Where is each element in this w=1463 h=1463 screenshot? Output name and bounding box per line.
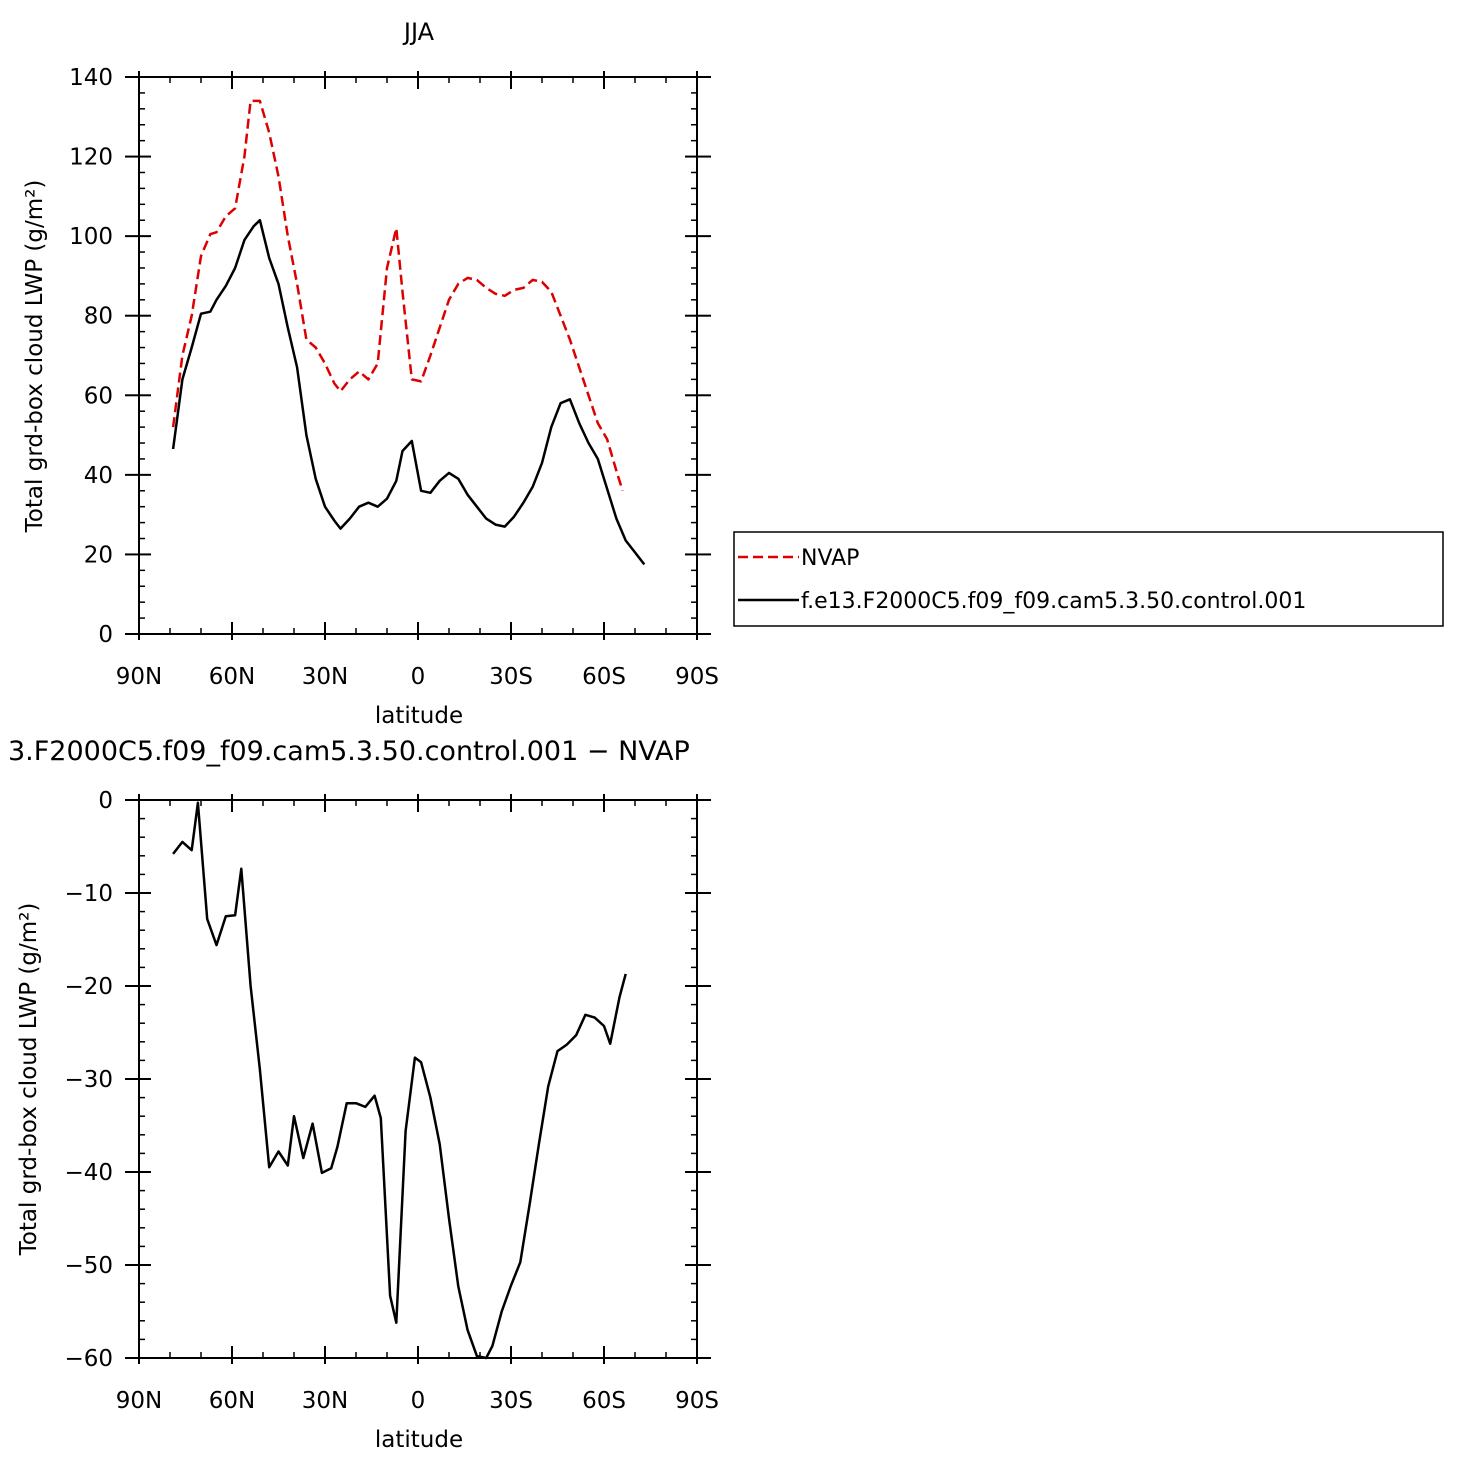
x-tick-label: 60N xyxy=(209,1388,255,1414)
x-tick-label: 90N xyxy=(116,1388,162,1414)
legend-label-nvap: NVAP xyxy=(801,546,859,571)
bottom-x-axis-label: latitude xyxy=(375,1427,463,1453)
y-tick-label: 20 xyxy=(84,542,113,568)
x-tick-label: 30N xyxy=(302,664,348,690)
x-tick-label: 0 xyxy=(411,1388,426,1414)
x-tick-label: 30S xyxy=(489,1388,533,1414)
x-tick-label: 0 xyxy=(411,664,426,690)
y-tick-label: −40 xyxy=(64,1160,113,1186)
y-tick-label: 140 xyxy=(69,65,113,91)
top-x-axis-label: latitude xyxy=(375,703,463,729)
y-tick-label: −10 xyxy=(64,881,113,907)
bottom-y-axis-label: Total grd-box cloud LWP (g/m²) xyxy=(16,903,42,1257)
y-tick-label: −20 xyxy=(64,974,113,1000)
bottom-plot-frame xyxy=(138,799,698,1359)
y-tick-label: 0 xyxy=(98,788,113,814)
x-tick-label: 90S xyxy=(675,1388,719,1414)
top-axes: 90N 60N 30N 0 30S 60S 90S 0 20 40 60 80 100 120 140 xyxy=(69,65,719,690)
legend-label-model: f.e13.F2000C5.f09_f09.cam5.3.50.control.… xyxy=(801,589,1306,614)
bottom-panel: 3.F2000C5.f09_f09.cam5.3.50.control.001 … xyxy=(8,736,719,1453)
series-line-f-e13-f2000c5-f09-f0 xyxy=(171,218,646,566)
y-tick-label: 0 xyxy=(98,622,113,648)
top-panel: JJA 90N 60N 30N 0 30S 60S 90S 0 20 40 60 80 100 120 14… xyxy=(22,18,719,729)
series-line-nvap xyxy=(171,99,624,492)
y-tick-label: −60 xyxy=(64,1346,113,1372)
x-tick-label: 90S xyxy=(675,664,719,690)
y-tick-label: −50 xyxy=(64,1253,113,1279)
x-tick-label: 90N xyxy=(116,664,162,690)
x-tick-label: 30S xyxy=(489,664,533,690)
bottom-axes: 90N 60N 30N 0 30S 60S 90S 0 −10 −20 −30 −40 −50 −60 xyxy=(64,788,718,1414)
legend-box xyxy=(733,531,1444,627)
y-tick-label: 40 xyxy=(84,463,113,489)
bottom-chart-title: 3.F2000C5.f09_f09.cam5.3.50.control.001 … xyxy=(8,736,690,767)
series-line-difference xyxy=(172,801,627,1360)
y-tick-label: 100 xyxy=(69,224,113,250)
top-y-axis-label: Total grd-box cloud LWP (g/m²) xyxy=(22,180,48,534)
top-series-lines xyxy=(171,99,646,566)
x-tick-label: 60S xyxy=(582,1388,626,1414)
y-tick-label: 80 xyxy=(84,304,113,330)
y-tick-label: −30 xyxy=(64,1067,113,1093)
bottom-series-lines xyxy=(172,801,627,1360)
y-tick-label: 60 xyxy=(84,383,113,409)
legend: NVAP f.e13.F2000C5.f09_f09.cam5.3.50.con… xyxy=(733,531,1444,627)
x-tick-label: 60S xyxy=(582,664,626,690)
y-tick-label: 120 xyxy=(69,145,113,171)
x-tick-label: 30N xyxy=(302,1388,348,1414)
top-chart-title: JJA xyxy=(402,18,435,46)
x-tick-label: 60N xyxy=(209,664,255,690)
top-plot-frame xyxy=(138,76,698,635)
